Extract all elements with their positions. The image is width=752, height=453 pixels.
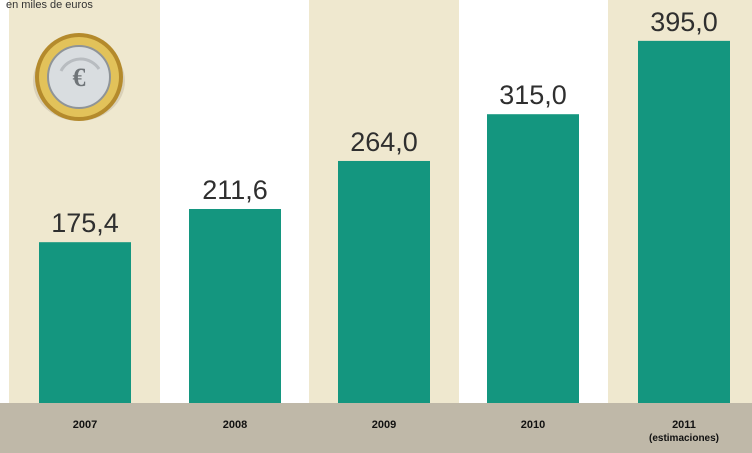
bar-2010 [487, 114, 579, 403]
bar-2007 [39, 242, 131, 403]
bar-2011 [638, 40, 730, 403]
x-tick-label-2011: 2011 [672, 419, 696, 431]
value-label-2007: 175,4 [51, 208, 119, 238]
value-label-2011: 395,0 [650, 7, 718, 37]
bars-group [39, 40, 730, 403]
bar-2009 [338, 160, 430, 403]
value-labels-group: 175,4 211,6 264,0 315,0 395,0 [51, 7, 718, 238]
unit-label: en miles de euros [6, 0, 93, 11]
x-tick-sublabel-2011: (estimaciones) [649, 433, 719, 444]
euro-symbol: € [73, 63, 86, 92]
value-label-2010: 315,0 [499, 80, 567, 110]
value-label-2009: 264,0 [350, 127, 418, 157]
x-tick-label-2010: 2010 [521, 419, 545, 431]
x-tick-labels-group: 2007 2008 2009 2010 2011 (estimaciones) [73, 419, 719, 444]
x-tick-label-2007: 2007 [73, 419, 97, 431]
euro-coin-icon: € [33, 33, 125, 121]
value-label-2008: 211,6 [202, 175, 268, 205]
x-tick-label-2008: 2008 [223, 419, 247, 431]
x-axis-band [0, 403, 752, 453]
x-tick-label-2009: 2009 [372, 419, 396, 431]
bar-2008 [189, 209, 281, 403]
